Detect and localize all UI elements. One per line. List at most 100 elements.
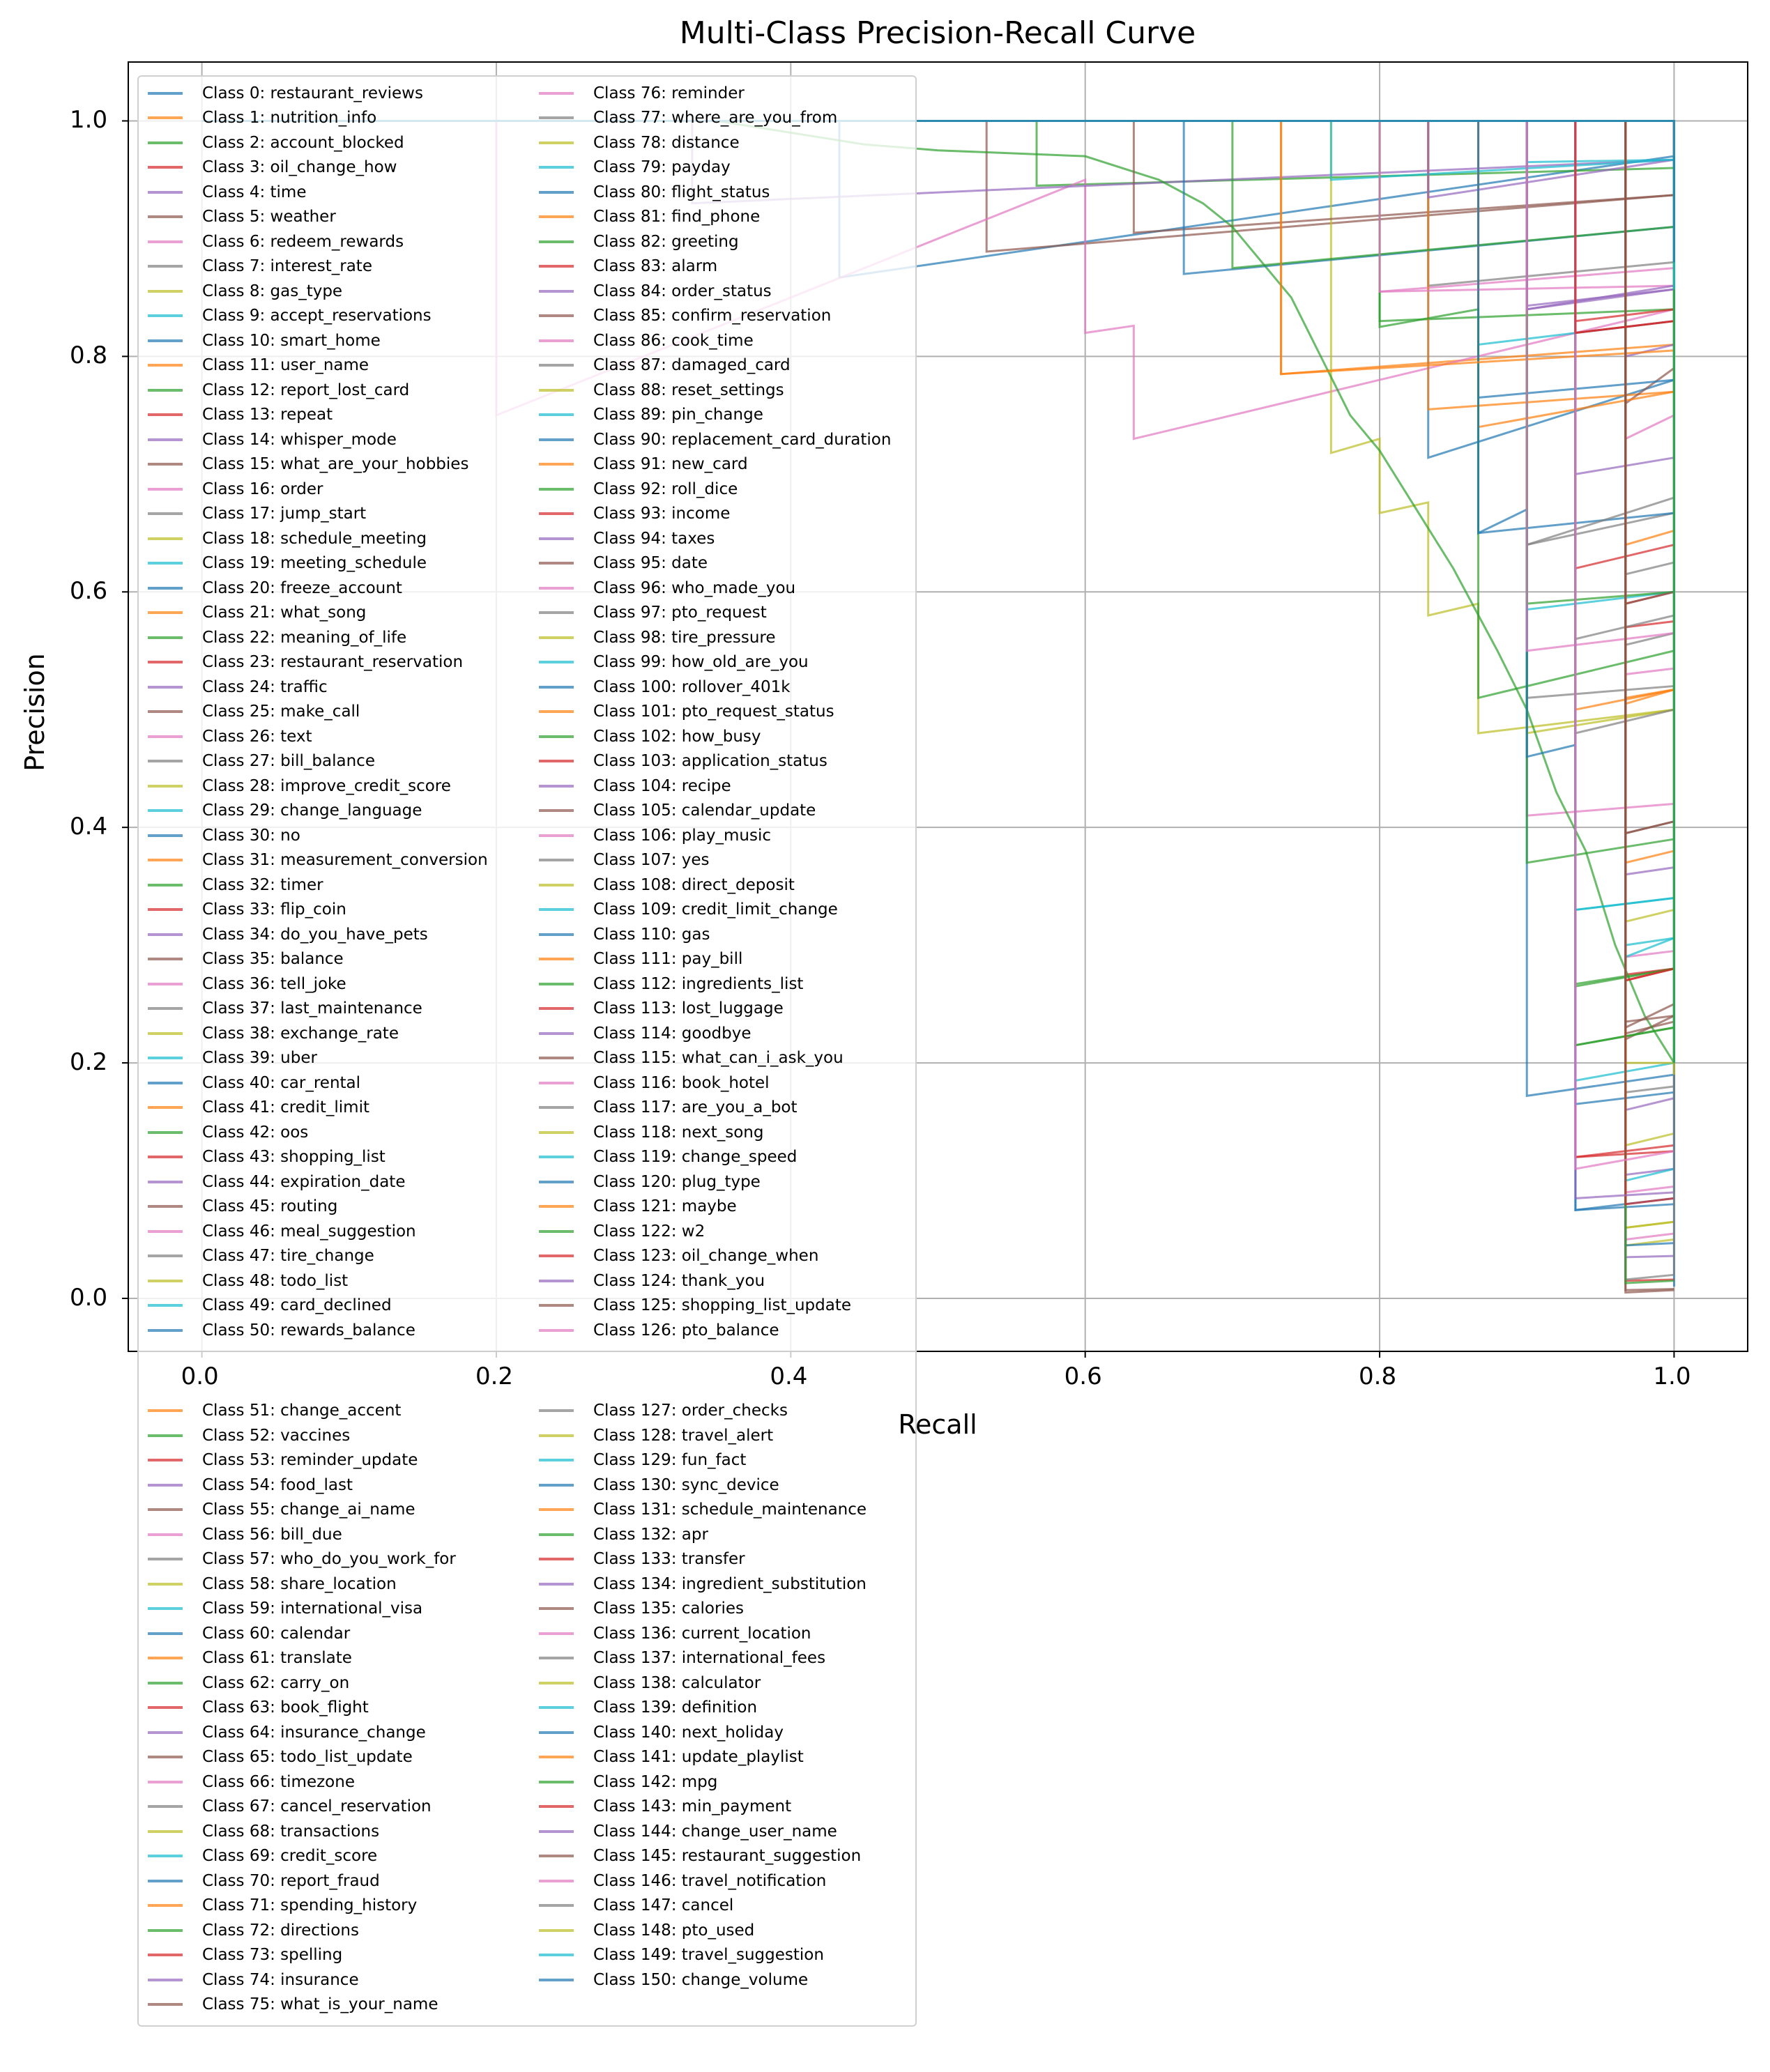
legend-item: Class 134: ingredient_substitution <box>539 1572 867 1596</box>
legend-label: Class 70: report_fraud <box>202 1871 380 1890</box>
legend-item: Class 45: routing <box>148 1195 337 1219</box>
legend-label: Class 131: schedule_maintenance <box>593 1501 867 1519</box>
legend-label: Class 12: report_lost_card <box>202 381 410 399</box>
legend-item: Class 13: repeat <box>148 403 333 427</box>
legend-label: Class 23: restaurant_reservation <box>202 653 464 671</box>
legend-swatch <box>148 1057 183 1059</box>
legend-label: Class 84: order_status <box>593 282 772 300</box>
legend-label: Class 60: calendar <box>202 1624 351 1643</box>
legend-label: Class 109: credit_limit_change <box>593 900 838 919</box>
legend-item: Class 99: how_old_are_you <box>539 650 809 675</box>
legend-label: Class 42: oos <box>202 1123 309 1142</box>
legend-swatch <box>539 512 574 515</box>
legend-swatch <box>539 710 574 713</box>
legend-label: Class 48: todo_list <box>202 1271 349 1290</box>
legend-swatch <box>539 240 574 243</box>
legend-item: Class 84: order_status <box>539 279 772 303</box>
legend-item: Class 98: tire_pressure <box>539 625 776 650</box>
y-tick-label: 0.2 <box>70 1048 108 1077</box>
legend-item: Class 73: spelling <box>148 1943 342 1967</box>
legend-label: Class 137: international_fees <box>593 1649 826 1667</box>
legend-item: Class 28: improve_credit_score <box>148 774 451 798</box>
legend-label: Class 37: last_maintenance <box>202 999 422 1018</box>
legend-item: Class 113: lost_luggage <box>539 997 784 1021</box>
legend-swatch <box>539 1756 574 1758</box>
legend-item: Class 36: tell_joke <box>148 972 346 996</box>
axes-frame <box>128 61 1748 1352</box>
legend-label: Class 74: insurance <box>202 1970 359 1989</box>
legend-item: Class 139: definition <box>539 1696 757 1720</box>
legend-label: Class 21: what_song <box>202 604 367 622</box>
legend-label: Class 98: tire_pressure <box>593 628 776 647</box>
legend-label: Class 145: restaurant_suggestion <box>593 1847 862 1865</box>
legend-item: Class 130: sync_device <box>539 1473 779 1497</box>
legend-swatch <box>539 1706 574 1709</box>
legend: Class 0: restaurant_reviews Class 1: nutr… <box>137 75 917 2027</box>
legend-label: Class 129: fun_fact <box>593 1451 747 1469</box>
legend-label: Class 125: shopping_list_update <box>593 1296 851 1314</box>
legend-item: Class 118: next_song <box>539 1120 763 1144</box>
legend-item: Class 117: are_you_a_bot <box>539 1096 798 1120</box>
legend-label: Class 88: reset_settings <box>593 381 784 399</box>
legend-item: Class 96: who_made_you <box>539 576 795 600</box>
legend-label: Class 55: change_ai_name <box>202 1501 415 1519</box>
legend-label: Class 2: account_blocked <box>202 133 404 152</box>
legend-label: Class 83: alarm <box>593 257 718 275</box>
legend-swatch <box>539 809 574 812</box>
legend-swatch <box>539 1459 574 1461</box>
legend-item: Class 5: weather <box>148 205 336 229</box>
legend-swatch <box>148 710 183 713</box>
legend-item: Class 61: translate <box>148 1646 352 1671</box>
legend-label: Class 105: calendar_update <box>593 801 816 820</box>
legend-label: Class 149: travel_suggestion <box>593 1946 824 1964</box>
legend-label: Class 69: credit_score <box>202 1847 378 1865</box>
legend-swatch <box>539 1434 574 1437</box>
legend-swatch <box>148 735 183 738</box>
legend-swatch <box>148 784 183 788</box>
legend-label: Class 128: travel_alert <box>593 1426 774 1445</box>
legend-swatch <box>148 1205 183 1208</box>
legend-label: Class 27: bill_balance <box>202 752 375 770</box>
legend-item: Class 140: next_holiday <box>539 1720 784 1744</box>
legend-label: Class 119: change_speed <box>593 1148 798 1166</box>
legend-label: Class 96: who_made_you <box>593 578 796 597</box>
legend-item: Class 116: book_hotel <box>539 1070 770 1095</box>
legend-label: Class 53: reminder_update <box>202 1451 418 1469</box>
legend-label: Class 20: freeze_account <box>202 578 402 597</box>
legend-label: Class 8: gas_type <box>202 282 343 300</box>
legend-item: Class 68: transactions <box>148 1819 379 1843</box>
legend-item: Class 35: balance <box>148 947 344 972</box>
legend-swatch <box>148 1855 183 1857</box>
legend-label: Class 90: replacement_card_duration <box>593 430 892 449</box>
legend-label: Class 95: date <box>593 554 708 572</box>
legend-item: Class 57: who_do_you_work_for <box>148 1547 456 1572</box>
legend-swatch <box>148 265 183 268</box>
legend-item: Class 105: calendar_update <box>539 799 816 823</box>
legend-swatch <box>148 1229 183 1233</box>
legend-swatch <box>148 141 183 144</box>
legend-item: Class 114: goodbye <box>539 1021 752 1045</box>
legend-label: Class 22: meaning_of_life <box>202 628 407 647</box>
pr-curve-class-42 <box>201 119 1675 1064</box>
legend-item: Class 22: meaning_of_life <box>148 625 406 650</box>
y-tick-label: 0.4 <box>70 813 108 841</box>
legend-label: Class 54: food_last <box>202 1475 353 1494</box>
legend-label: Class 138: calculator <box>593 1673 761 1692</box>
legend-label: Class 148: pto_used <box>593 1921 755 1940</box>
legend-label: Class 64: insurance_change <box>202 1723 426 1742</box>
legend-label: Class 110: gas <box>593 925 710 944</box>
x-axis-label: Recall <box>898 1409 977 1440</box>
legend-swatch <box>539 982 574 985</box>
legend-item: Class 33: flip_coin <box>148 898 346 922</box>
legend-label: Class 46: meal_suggestion <box>202 1222 416 1241</box>
legend-item: Class 37: last_maintenance <box>148 997 422 1021</box>
legend-swatch <box>539 1582 574 1586</box>
legend-label: Class 102: how_busy <box>593 727 761 746</box>
legend-swatch <box>148 1978 183 1981</box>
legend-swatch <box>148 215 183 218</box>
legend-label: Class 104: recipe <box>593 776 731 795</box>
legend-swatch <box>148 859 183 861</box>
legend-label: Class 147: cancel <box>593 1896 734 1914</box>
legend-label: Class 103: application_status <box>593 752 827 770</box>
legend-item: Class 145: restaurant_suggestion <box>539 1844 861 1868</box>
